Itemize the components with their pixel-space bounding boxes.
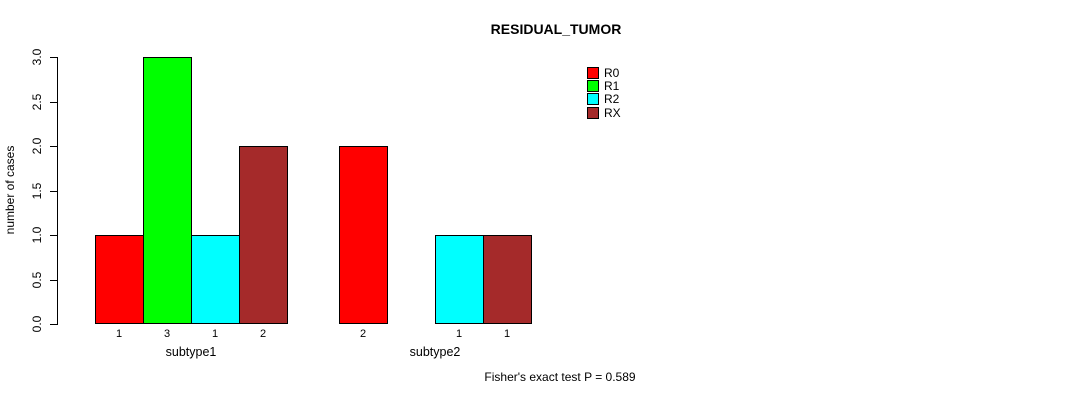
y-tick-mark [50, 101, 57, 103]
y-tick-label: 0.0 [30, 315, 44, 333]
y-tick-label: 2.5 [30, 93, 44, 110]
bar-value-label: 1 [503, 328, 511, 340]
y-tick-mark [50, 146, 57, 147]
y-tick-mark [50, 324, 57, 325]
bar-value-label: 1 [211, 328, 219, 340]
group-label-subtype1: subtype1 [165, 345, 217, 359]
bar-subtype1-RX [239, 146, 288, 324]
y-tick-label: 0.5 [30, 271, 44, 288]
bar-subtype2-RX [483, 235, 532, 324]
legend-swatch-icon [587, 80, 599, 93]
bar-subtype2-R2 [435, 235, 484, 324]
bar-value-label: 2 [259, 328, 267, 340]
bar-value-label: 1 [115, 328, 123, 340]
bar-value-label: 1 [455, 328, 463, 340]
bar-value-label: 2 [359, 328, 367, 340]
group-label-subtype2: subtype2 [409, 345, 461, 359]
legend-item-R2: R2 [587, 93, 621, 106]
bar-subtype1-R2 [191, 235, 240, 324]
legend-swatch-icon [587, 66, 599, 79]
y-tick-mark [50, 190, 57, 192]
y-tick-mark [50, 279, 57, 281]
fisher-test-annotation: Fisher's exact test P = 0.589 [484, 370, 636, 384]
bar-subtype2-R0 [339, 146, 388, 324]
legend-label: R0 [604, 65, 620, 80]
y-axis-title: number of cases [3, 145, 17, 235]
legend: R0 R1 R2 RX [587, 66, 621, 120]
legend-label: RX [604, 105, 621, 120]
y-tick-mark [50, 235, 57, 236]
y-tick-label: 1.5 [30, 182, 44, 199]
bar-subtype1-R1 [143, 57, 192, 324]
y-axis-line [57, 57, 58, 325]
legend-label: R1 [604, 79, 620, 94]
bar-value-label: 3 [163, 328, 171, 340]
legend-item-RX: RX [587, 106, 621, 119]
y-tick-label: 2.0 [30, 137, 44, 155]
legend-swatch-icon [587, 106, 599, 119]
y-tick-label: 1.0 [30, 226, 44, 244]
y-tick-mark [50, 57, 57, 58]
y-tick-label: 3.0 [30, 48, 44, 66]
chart-title: RESIDUAL_TUMOR [490, 21, 622, 37]
legend-item-R0: R0 [587, 66, 621, 79]
bar-subtype1-R0 [95, 235, 144, 324]
legend-swatch-icon [587, 93, 599, 106]
legend-label: R2 [604, 92, 620, 107]
legend-item-R1: R1 [587, 79, 621, 94]
